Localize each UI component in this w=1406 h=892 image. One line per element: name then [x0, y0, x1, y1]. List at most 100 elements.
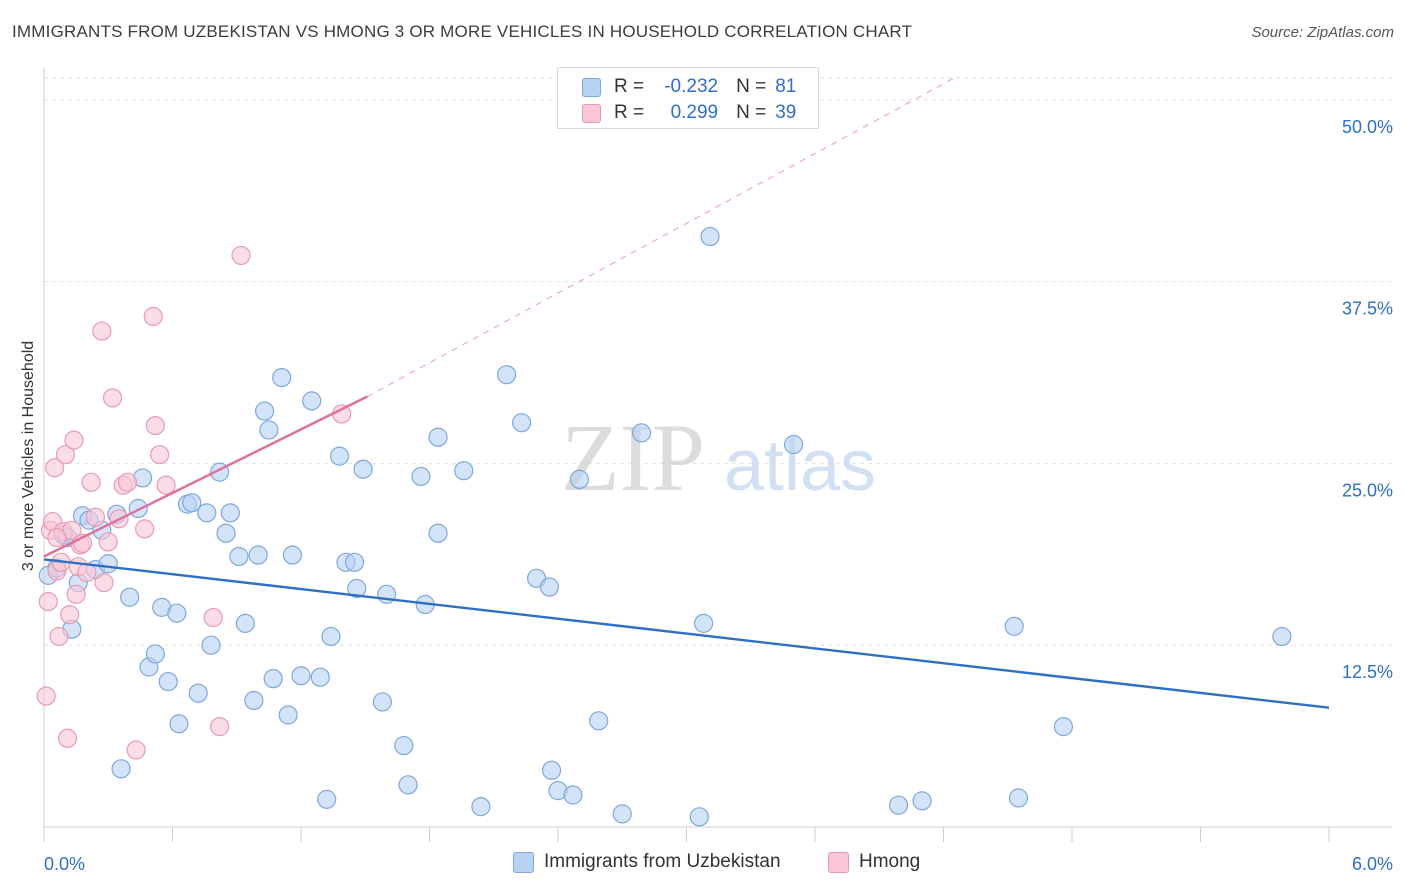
hmong-point — [203, 607, 223, 628]
hmong-point — [135, 519, 155, 539]
series-swatch-blue — [513, 851, 534, 873]
uzbekistan-point — [188, 683, 208, 703]
uzbekistan-point — [128, 498, 148, 519]
uzbekistan-point — [235, 613, 255, 633]
uzbekistan-point — [1272, 626, 1292, 647]
uzbekistan-point — [471, 797, 491, 817]
hmong-point — [143, 306, 163, 327]
uzbekistan-point — [783, 434, 804, 455]
watermark: ZIP atlas — [561, 404, 876, 511]
uzbekistan-point — [259, 420, 279, 440]
legend-n-label: N = — [736, 76, 767, 97]
series-legend: Immigrants from Uzbekistan Hmong — [0, 851, 1406, 877]
legend-r-label: R = — [614, 102, 645, 123]
uzbekistan-point — [394, 735, 414, 756]
hmong-point — [38, 591, 58, 612]
hmong-point — [156, 475, 176, 495]
hmong-point — [81, 472, 101, 492]
uzbekistan-point — [344, 552, 365, 572]
hmong-point — [66, 584, 86, 604]
legend-row-uzbekistan: R = -0.232 N = 81 — [582, 75, 796, 99]
y-tick-label: 50.0% — [1342, 117, 1393, 137]
hmong-point — [145, 415, 165, 436]
hmong-trend-extension — [367, 77, 955, 397]
hmong-point — [332, 404, 352, 424]
uzbekistan-point — [428, 427, 448, 447]
uzbekistan-point — [347, 578, 367, 599]
uzbekistan-point — [321, 626, 341, 647]
hmong-point — [126, 740, 146, 760]
hmong-point — [49, 626, 69, 647]
uzbekistan-point — [145, 644, 165, 664]
trend-layer — [43, 77, 1330, 709]
points-layer — [36, 226, 1292, 827]
uzbekistan-point — [291, 666, 311, 686]
uzbekistan-point — [244, 690, 264, 711]
x-tick-label: 0.0% — [44, 854, 85, 874]
uzbekistan-point — [248, 545, 268, 565]
y-tick-label: 37.5% — [1342, 299, 1393, 319]
uzbekistan-point — [428, 523, 448, 543]
uzbekistan-point — [272, 368, 292, 388]
chart-title: IMMIGRANTS FROM UZBEKISTAN VS HMONG 3 OR… — [12, 22, 913, 41]
uzbekistan-point — [182, 493, 202, 513]
uzbekistan-point — [372, 692, 392, 712]
uzbekistan-point — [278, 705, 298, 725]
watermark-zip: ZIP — [561, 404, 705, 511]
uzbekistan-point — [329, 446, 350, 466]
uzbekistan-point — [282, 545, 303, 565]
hmong-point — [92, 321, 112, 341]
uzbekistan-point — [612, 804, 632, 824]
uzbekistan-point — [120, 587, 140, 607]
uzbekistan-point — [167, 603, 187, 623]
uzbekistan-point — [353, 459, 373, 479]
uzbekistan-point — [888, 795, 909, 815]
uzbekistan-point — [541, 760, 562, 780]
uzbekistan-point — [1008, 788, 1029, 808]
uzbekistan-point — [220, 503, 240, 523]
legend-n-label: N = — [736, 102, 767, 123]
uzbekistan-point — [302, 391, 322, 411]
uzbekistan-point — [497, 365, 517, 385]
uzbekistan-point — [411, 466, 431, 487]
uzbekistan-point — [216, 523, 236, 543]
axis-layer — [43, 68, 1392, 842]
hmong-point — [150, 445, 170, 465]
legend-swatch-blue — [582, 77, 601, 97]
hmong-point — [45, 458, 65, 478]
legend-swatch-pink — [582, 103, 601, 123]
uzbekistan-point — [1053, 717, 1074, 737]
hmong-point — [102, 388, 123, 408]
uzbekistan-point — [563, 785, 583, 805]
x-tick-label: 6.0% — [1352, 854, 1393, 874]
uzbekistan-point — [1004, 616, 1024, 636]
hmong-point — [85, 507, 106, 527]
legend-r-label: R = — [614, 76, 645, 97]
uzbekistan-point — [631, 423, 652, 443]
y-tick-label: 12.5% — [1342, 662, 1393, 682]
hmong-point — [57, 728, 78, 748]
uzbekistan-point — [111, 759, 131, 779]
uzbekistan-point — [263, 669, 283, 689]
uzbekistan-point — [700, 226, 720, 247]
uzbekistan-point — [398, 775, 418, 795]
legend-row-hmong: R = 0.299 N = 39 — [582, 101, 796, 125]
uzbekistan-point — [201, 635, 221, 655]
hmong-point — [64, 430, 84, 450]
hmong-point — [55, 445, 76, 465]
legend-r-value: -0.232 — [664, 76, 719, 97]
uzbekistan-point — [912, 791, 932, 811]
hmong-point — [117, 472, 138, 492]
series-legend-hmong: Hmong — [828, 851, 920, 873]
uzbekistan-point — [589, 711, 609, 731]
uzbekistan-point — [197, 503, 217, 523]
hmong-point — [231, 245, 251, 266]
uzbekistan-point — [310, 667, 330, 687]
uzbekistan-point — [229, 546, 249, 567]
hmong-point — [94, 573, 114, 593]
source-credit: Source: ZipAtlas.com — [1251, 24, 1394, 41]
correlation-legend: R = -0.232 N = 81 R = 0.299 N = 39 — [557, 67, 819, 129]
legend-n-value: 81 — [775, 76, 797, 97]
uzbekistan-point — [158, 671, 178, 692]
